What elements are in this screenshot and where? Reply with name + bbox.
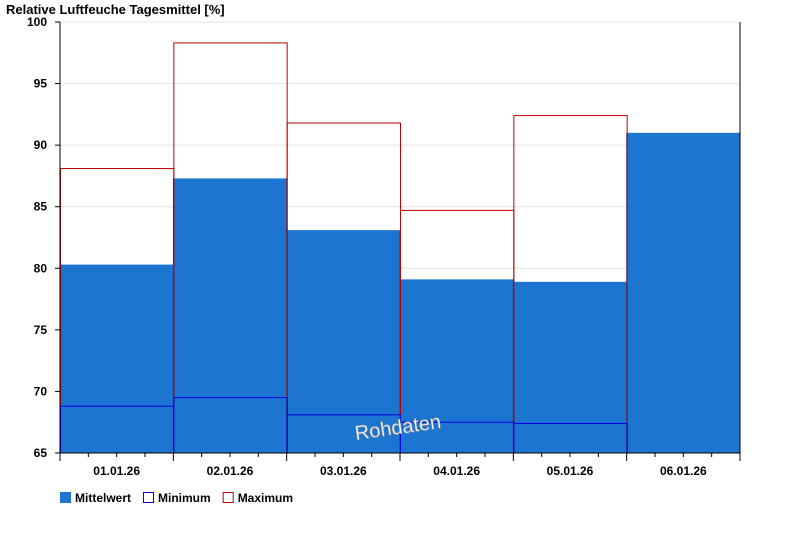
- bar-mittelwert: [173, 178, 287, 454]
- y-tick-label: 100: [27, 15, 47, 29]
- bars: [60, 132, 740, 454]
- y-tick-label: 75: [34, 323, 48, 337]
- y-tick-label: 90: [34, 138, 48, 152]
- axes: [55, 21, 741, 461]
- bar-mittelwert: [286, 230, 400, 453]
- x-tick-label: 02.01.26: [207, 464, 254, 478]
- x-tick-label: 01.01.26: [93, 464, 140, 478]
- legend-label: Minimum: [158, 491, 211, 505]
- y-tick-label: 65: [34, 446, 48, 460]
- tick-labels: 65 70 75 80 85 90 95 100 01.01.26 02.01.26 03.01.2…: [27, 15, 707, 478]
- chart-title: Relative Luftfeuche Tagesmittel [%]: [6, 2, 225, 17]
- legend-swatch: [143, 492, 155, 503]
- legend-label: Maximum: [238, 491, 293, 505]
- legend-label: Mittelwert: [75, 491, 131, 505]
- x-tick-label: 05.01.26: [547, 464, 594, 478]
- x-tick-label: 03.01.26: [320, 464, 367, 478]
- legend-swatch: [222, 492, 234, 503]
- x-tick-label: 06.01.26: [660, 464, 707, 478]
- y-tick-label: 70: [34, 384, 48, 398]
- legend: Mittelwert Minimum Maximum: [60, 491, 293, 505]
- bar-mittelwert: [60, 264, 174, 453]
- y-tick-label: 80: [34, 261, 48, 275]
- bar-mittelwert: [626, 132, 740, 454]
- y-tick-label: 95: [34, 77, 48, 91]
- y-tick-label: 85: [34, 200, 48, 214]
- bar-mittelwert: [400, 279, 514, 453]
- x-tick-label: 04.01.26: [433, 464, 480, 478]
- legend-swatch: [60, 492, 71, 503]
- bar-mittelwert: [513, 281, 627, 453]
